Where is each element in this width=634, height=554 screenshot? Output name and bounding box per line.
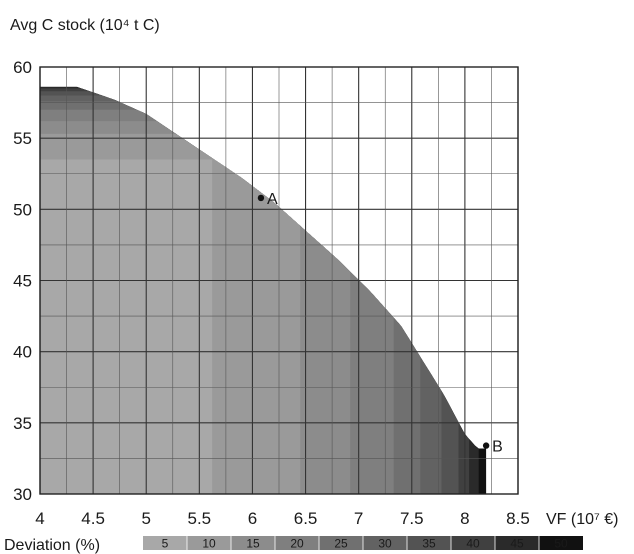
legend-label-5: 5: [162, 537, 169, 551]
point-label-B: B: [492, 439, 503, 456]
grid-lines: [39, 66, 519, 495]
legend-label-15: 15: [246, 537, 260, 551]
y-tick-label: 60: [13, 58, 32, 77]
legend-swatch-15: [231, 536, 275, 550]
legend-swatch-30: [363, 536, 407, 550]
x-tick-label: 4.5: [81, 509, 105, 528]
legend: 5 10 15 20 25 30 35 40 45 50: [143, 536, 583, 551]
legend-label-50: 50: [554, 537, 568, 551]
legend-swatch-5: [143, 536, 187, 550]
legend-label-45: 45: [510, 537, 524, 551]
legend-swatch-20: [275, 536, 319, 550]
y-tick-label: 45: [13, 272, 32, 291]
y-tick-label: 30: [13, 485, 32, 504]
x-tick-label: 7.5: [400, 509, 424, 528]
plot-frame: [39, 66, 519, 495]
legend-title: Deviation (%): [4, 537, 100, 554]
x-tick-label: 6.5: [294, 509, 318, 528]
x-tick-label: 4: [35, 509, 44, 528]
x-axis-ticks: 4 4.5 5 5.5 6 6.5 7 7.5 8 8.5: [35, 509, 530, 528]
y-tick-label: 35: [13, 414, 32, 433]
y-axis-ticks: 30 35 40 45 50 55 60: [13, 58, 32, 504]
x-axis-title: VF (10⁷ €): [546, 511, 618, 528]
legend-swatch-45: [495, 536, 539, 550]
highlighted-points: AB: [257, 191, 503, 456]
legend-swatch-10: [187, 536, 231, 550]
legend-label-40: 40: [466, 537, 480, 551]
x-tick-label: 7: [354, 509, 363, 528]
legend-swatch-40: [451, 536, 495, 550]
y-tick-label: 55: [13, 129, 32, 148]
y-axis-title: Avg C stock (10⁴ t C): [10, 17, 160, 34]
point-B: [482, 442, 490, 449]
x-tick-label: 8.5: [506, 509, 530, 528]
legend-label-30: 30: [378, 537, 392, 551]
legend-swatch-50: [539, 536, 583, 550]
x-tick-label: 8: [460, 509, 469, 528]
y-tick-label: 40: [13, 343, 32, 362]
point-label-A: A: [267, 191, 278, 208]
x-tick-label: 5.5: [188, 509, 212, 528]
legend-label-25: 25: [334, 537, 348, 551]
area-deviation-5: [40, 159, 213, 494]
deviation-areas: [40, 86, 487, 495]
legend-label-10: 10: [202, 537, 216, 551]
x-tick-label: 5: [141, 509, 150, 528]
legend-label-20: 20: [290, 537, 304, 551]
y-tick-label: 50: [13, 200, 32, 219]
x-tick-label: 6: [248, 509, 257, 528]
legend-swatch-35: [407, 536, 451, 550]
legend-label-35: 35: [422, 537, 436, 551]
point-A: [257, 194, 265, 202]
legend-swatch-25: [319, 536, 363, 550]
